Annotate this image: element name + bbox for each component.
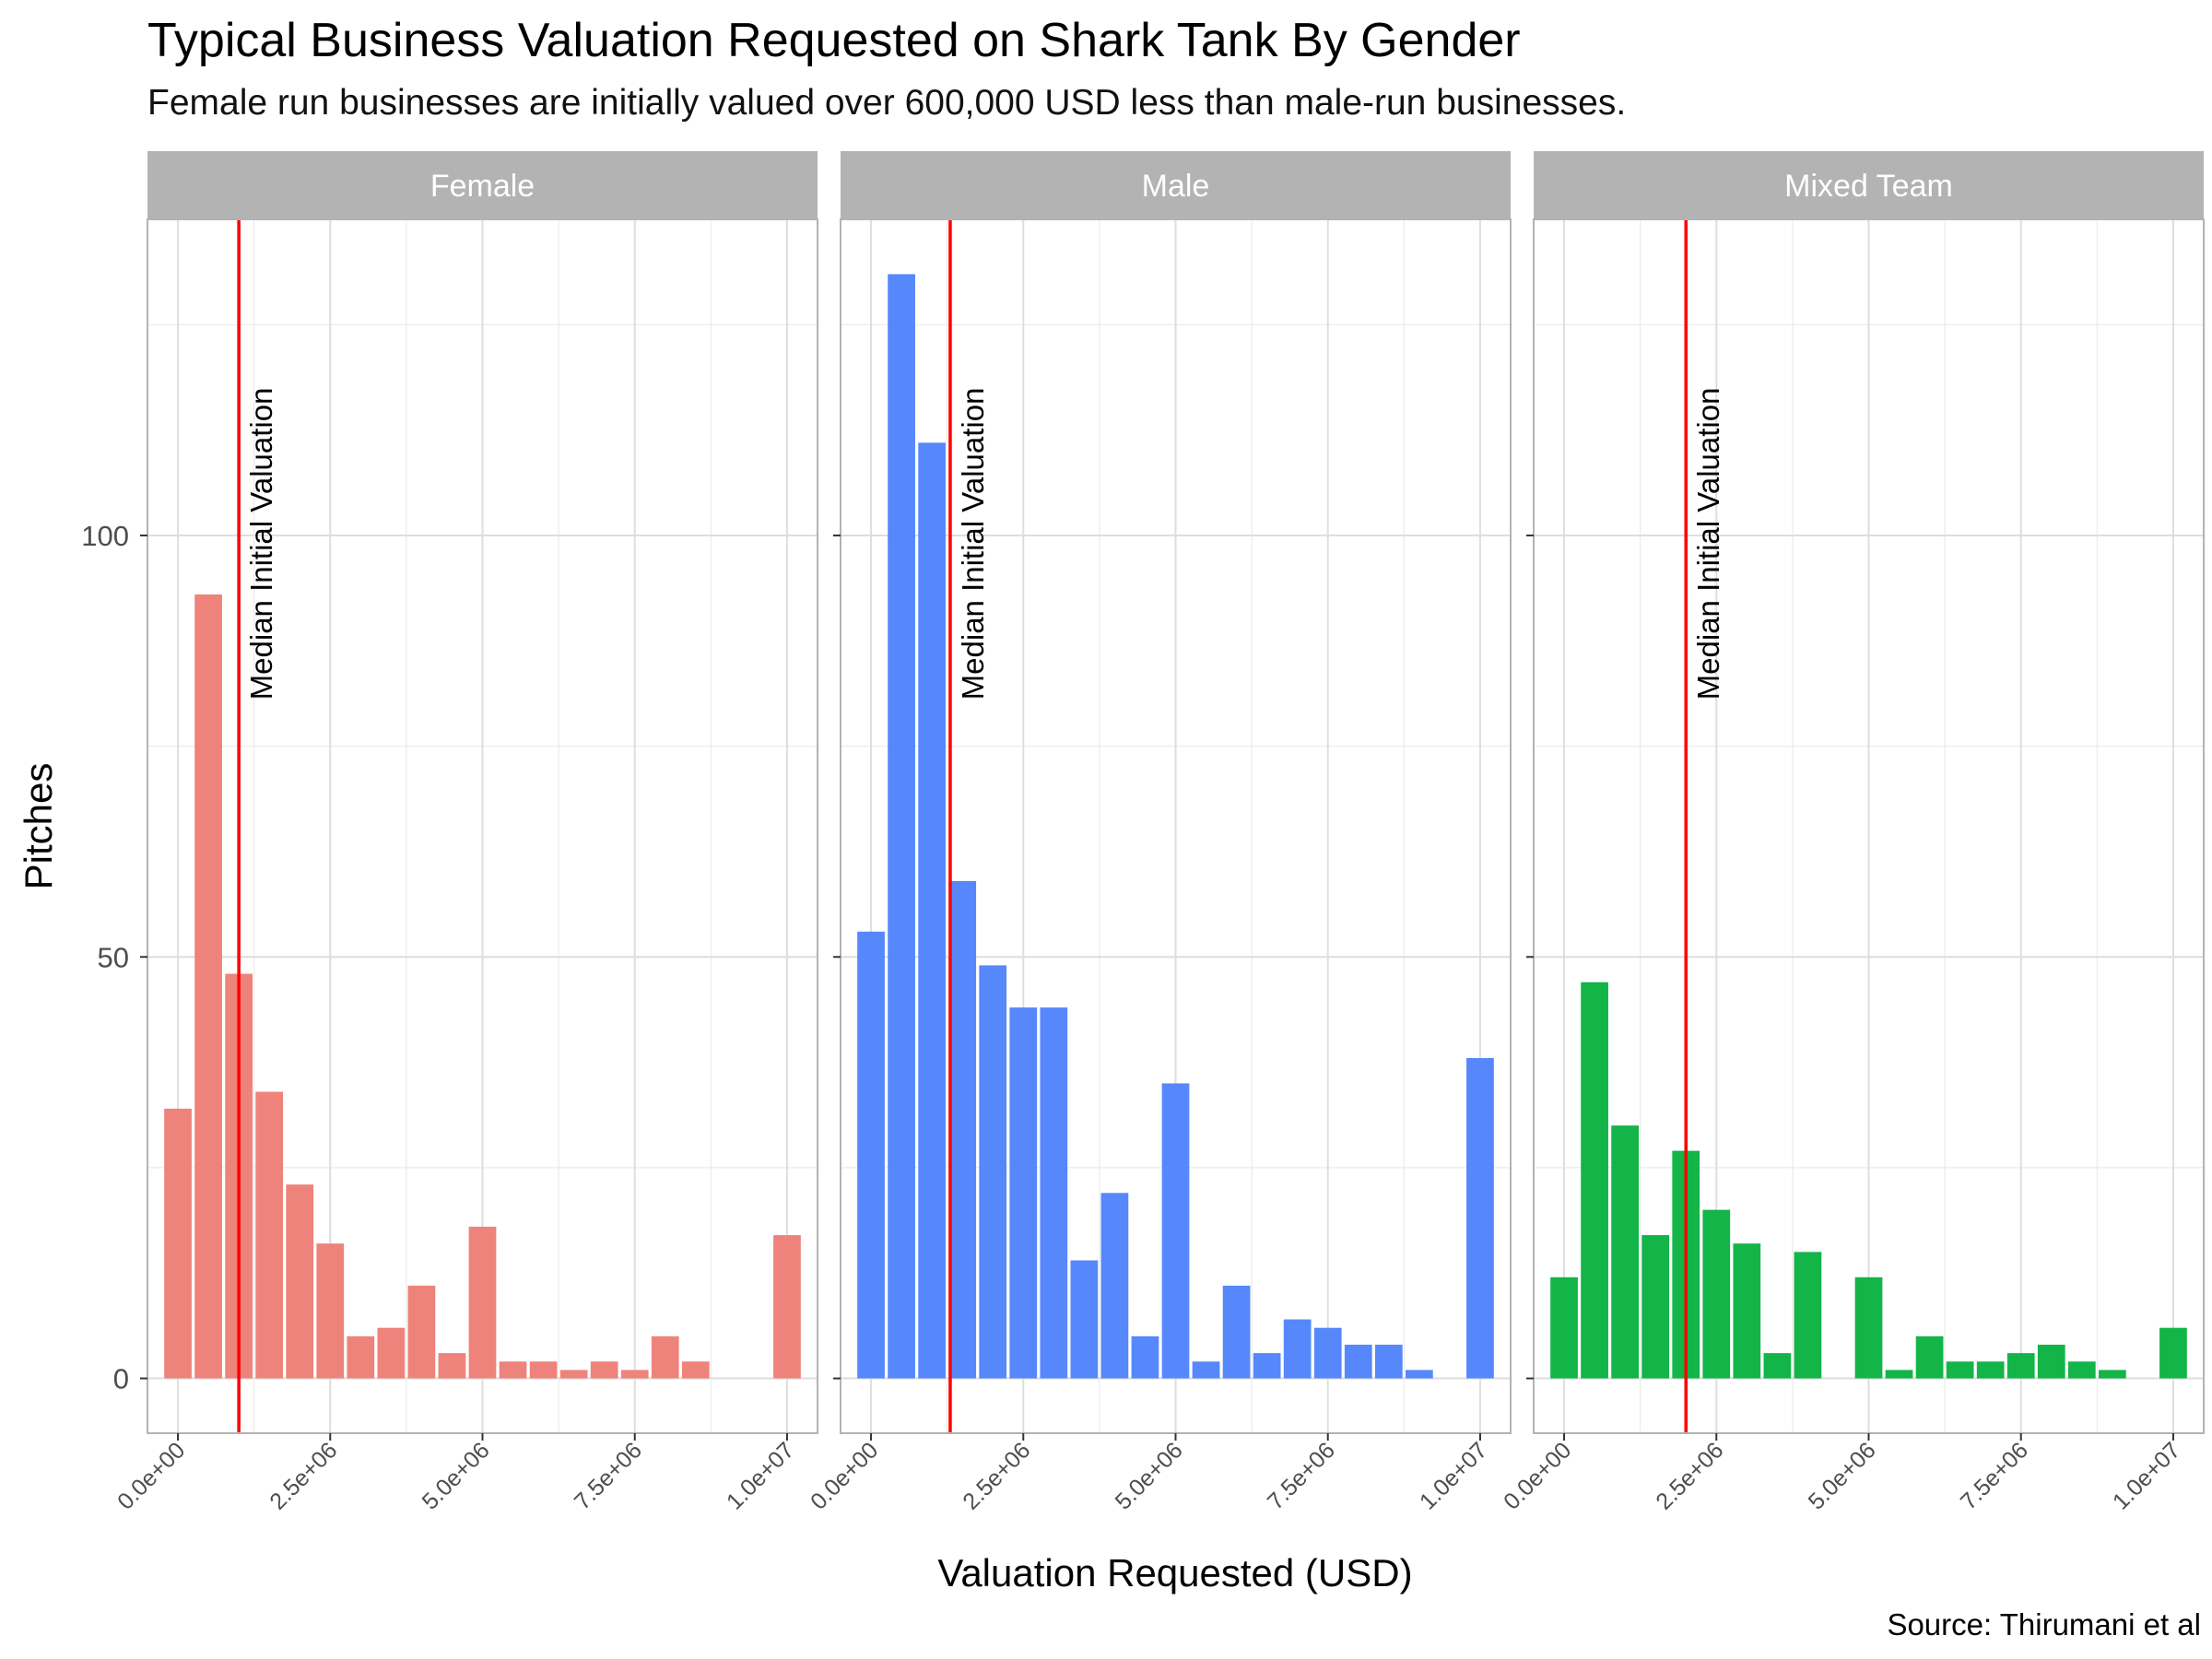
- bar-male-bin-16: [1344, 1344, 1372, 1379]
- bar-male-bin-18: [1405, 1370, 1433, 1379]
- bar-female-bin-12: [529, 1361, 558, 1379]
- x-tick-label: 0.0e+00: [1499, 1437, 1576, 1514]
- bar-female-bin-1: [194, 594, 222, 1379]
- x-tick-label: 7.5e+06: [570, 1437, 647, 1514]
- bar-mixed-team-bin-13: [1946, 1361, 1974, 1379]
- bar-mixed-team-bin-15: [2006, 1353, 2035, 1379]
- bar-mixed-team-bin-16: [2037, 1344, 2065, 1379]
- bar-male-bin-7: [1070, 1260, 1099, 1379]
- bar-mixed-team-bin-6: [1733, 1243, 1761, 1379]
- bar-mixed-team-bin-1: [1581, 982, 1608, 1379]
- facet-strip-mixed-team: [1534, 151, 2204, 219]
- bar-female-bin-16: [651, 1335, 679, 1379]
- bar-male-bin-20: [1466, 1058, 1494, 1379]
- bar-male-bin-14: [1283, 1319, 1312, 1379]
- facet-label-male: Male: [1142, 169, 1210, 204]
- bar-mixed-team-bin-5: [1702, 1209, 1731, 1379]
- bar-female-bin-4: [286, 1184, 314, 1379]
- chart-title: Typical Business Valuation Requested on …: [147, 14, 1521, 67]
- x-tick-label: 1.0e+07: [1415, 1437, 1492, 1514]
- bar-female-bin-9: [438, 1353, 466, 1379]
- facet-label-mixed-team: Mixed Team: [1784, 169, 1953, 204]
- y-tick-label: 50: [98, 941, 129, 973]
- x-tick-label: 2.5e+06: [1651, 1437, 1728, 1514]
- bar-male-bin-11: [1192, 1361, 1220, 1379]
- bar-mixed-team-bin-8: [1794, 1252, 1822, 1379]
- bar-female-bin-20: [773, 1235, 801, 1379]
- bar-male-bin-2: [918, 442, 947, 1379]
- x-tick-label: 5.0e+06: [1804, 1437, 1881, 1514]
- x-axis-title: Valuation Requested (USD): [937, 1551, 1412, 1594]
- x-tick-label: 5.0e+06: [1111, 1437, 1188, 1514]
- x-tick-label: 2.5e+06: [958, 1437, 1035, 1514]
- bar-male-bin-12: [1222, 1285, 1251, 1379]
- bar-mixed-team-bin-17: [2067, 1361, 2096, 1379]
- bar-mixed-team-bin-7: [1763, 1353, 1792, 1379]
- bar-female-bin-11: [499, 1361, 527, 1379]
- bar-female-bin-13: [559, 1370, 588, 1379]
- x-tick-label: 0.0e+00: [112, 1437, 190, 1514]
- bar-female-bin-3: [255, 1091, 284, 1379]
- x-tick-label: 2.5e+06: [265, 1437, 342, 1514]
- y-axis-title: Pitches: [17, 763, 60, 890]
- bar-male-bin-17: [1374, 1344, 1403, 1379]
- bar-male-bin-10: [1161, 1083, 1190, 1379]
- bar-female-bin-10: [468, 1226, 497, 1379]
- bar-male-bin-9: [1131, 1335, 1159, 1379]
- bar-mixed-team-bin-10: [1854, 1277, 1883, 1379]
- x-tick-label: 1.0e+07: [722, 1437, 799, 1514]
- bar-mixed-team-bin-0: [1550, 1277, 1578, 1379]
- x-tick-label: 5.0e+06: [418, 1437, 495, 1514]
- bar-mixed-team-bin-12: [1915, 1335, 1944, 1379]
- bar-male-bin-0: [857, 931, 885, 1379]
- bar-mixed-team-bin-18: [2098, 1370, 2126, 1379]
- bar-male-bin-3: [948, 880, 977, 1379]
- bar-female-bin-6: [347, 1335, 375, 1379]
- bar-male-bin-4: [979, 965, 1007, 1379]
- median-label-male: Median Initial Valuation: [956, 388, 990, 700]
- chart-subtitle: Female run businesses are initially valu…: [147, 83, 1627, 123]
- x-tick-label: 7.5e+06: [1956, 1437, 2033, 1514]
- y-tick-label: 100: [81, 520, 129, 552]
- bar-male-bin-6: [1040, 1007, 1068, 1379]
- chart-caption: Source: Thirumani et al: [1887, 1607, 2201, 1641]
- bar-female-bin-7: [377, 1327, 406, 1379]
- bar-female-bin-0: [164, 1108, 192, 1379]
- bar-male-bin-5: [1009, 1007, 1038, 1379]
- bar-male-bin-13: [1253, 1353, 1281, 1379]
- bar-female-bin-17: [681, 1361, 710, 1379]
- bar-female-bin-15: [620, 1370, 649, 1379]
- median-label-mixed-team: Median Initial Valuation: [1691, 388, 1725, 700]
- bar-mixed-team-bin-20: [2159, 1327, 2187, 1379]
- bar-female-bin-5: [316, 1243, 345, 1379]
- bar-mixed-team-bin-2: [1611, 1125, 1640, 1379]
- bar-female-bin-14: [590, 1361, 618, 1379]
- bar-female-bin-8: [407, 1285, 436, 1379]
- x-tick-label: 1.0e+07: [2108, 1437, 2185, 1514]
- bar-mixed-team-bin-3: [1641, 1235, 1670, 1379]
- x-tick-label: 0.0e+00: [806, 1437, 883, 1514]
- bar-mixed-team-bin-11: [1885, 1370, 1913, 1379]
- facet-strip-female: [147, 151, 818, 219]
- median-label-female: Median Initial Valuation: [244, 388, 278, 700]
- facet-strip-male: [841, 151, 1511, 219]
- bar-mixed-team-bin-14: [1976, 1361, 2005, 1379]
- y-tick-label: 0: [113, 1363, 129, 1395]
- x-tick-label: 7.5e+06: [1263, 1437, 1340, 1514]
- bar-male-bin-8: [1100, 1193, 1129, 1379]
- bar-male-bin-1: [888, 274, 915, 1379]
- bar-male-bin-15: [1313, 1327, 1342, 1379]
- facet-label-female: Female: [430, 169, 535, 204]
